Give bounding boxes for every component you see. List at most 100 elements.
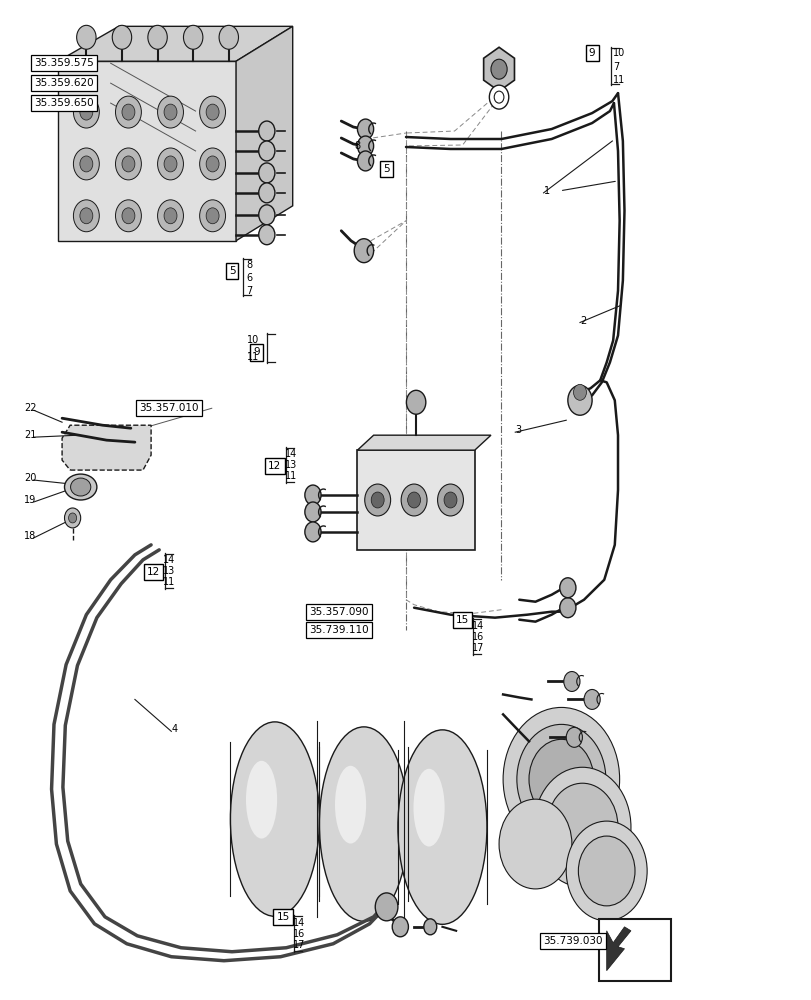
Circle shape [354,239,373,263]
Circle shape [563,672,579,691]
Text: 11: 11 [247,352,259,362]
Ellipse shape [230,722,319,916]
Text: 35.359.620: 35.359.620 [34,78,93,88]
Circle shape [79,208,92,224]
Circle shape [567,385,591,415]
Ellipse shape [64,474,97,500]
Circle shape [304,502,320,522]
Text: 21: 21 [24,430,36,440]
Circle shape [183,25,203,49]
Text: 8: 8 [247,260,252,270]
Ellipse shape [246,761,277,839]
Text: 12: 12 [147,567,160,577]
Circle shape [528,739,593,819]
Text: 10: 10 [612,48,624,58]
Circle shape [157,200,183,232]
Text: 35.357.090: 35.357.090 [308,607,368,617]
Text: 8: 8 [354,141,360,151]
Text: 3: 3 [515,425,521,435]
Polygon shape [236,26,292,241]
Text: 14: 14 [285,449,297,459]
Text: 15: 15 [456,615,469,625]
Circle shape [423,919,436,935]
Circle shape [112,25,131,49]
Circle shape [503,707,619,851]
Circle shape [546,783,617,871]
Text: 19: 19 [24,495,36,505]
Text: 9: 9 [253,347,260,357]
Circle shape [259,205,275,225]
Circle shape [357,119,373,139]
Text: 18: 18 [24,531,36,541]
Text: 14: 14 [472,621,484,631]
Text: 22: 22 [24,403,36,413]
Circle shape [573,384,586,400]
Circle shape [206,208,219,224]
Circle shape [437,484,463,516]
Circle shape [115,200,141,232]
Text: 5: 5 [229,266,235,276]
Text: 35.739.030: 35.739.030 [543,936,603,946]
Circle shape [206,156,219,172]
Text: 20: 20 [24,473,36,483]
Text: 16: 16 [292,929,305,939]
Text: 5: 5 [383,164,389,174]
Circle shape [259,183,275,203]
Ellipse shape [319,727,408,921]
Text: 11: 11 [163,577,175,587]
Circle shape [533,767,630,887]
Circle shape [375,893,397,921]
Circle shape [73,200,99,232]
Circle shape [491,59,507,79]
Text: 11: 11 [612,75,624,85]
Circle shape [401,484,427,516]
Ellipse shape [397,730,487,924]
Circle shape [259,121,275,141]
Polygon shape [357,435,491,450]
Circle shape [364,484,390,516]
Circle shape [259,163,275,183]
Circle shape [304,522,320,542]
Circle shape [200,200,225,232]
Text: 12: 12 [268,461,281,471]
Ellipse shape [413,769,444,847]
Text: 11: 11 [285,471,297,481]
Circle shape [122,104,135,120]
Text: 35.739.110: 35.739.110 [308,625,368,635]
Text: 35.359.575: 35.359.575 [34,58,93,68]
Text: 13: 13 [285,460,297,470]
Text: 6: 6 [247,273,252,283]
Circle shape [164,104,177,120]
Circle shape [164,156,177,172]
Circle shape [392,917,408,937]
Circle shape [565,821,646,921]
Text: 16: 16 [472,632,484,642]
Ellipse shape [335,766,366,844]
Polygon shape [62,425,151,470]
Bar [357,450,474,550]
Text: 13: 13 [163,566,175,576]
Circle shape [73,148,99,180]
Circle shape [489,85,508,109]
Text: 9: 9 [588,48,594,58]
Text: 17: 17 [472,643,484,653]
Circle shape [219,25,238,49]
Text: 15: 15 [276,912,290,922]
Circle shape [157,96,183,128]
Circle shape [79,104,92,120]
Circle shape [200,96,225,128]
Circle shape [115,96,141,128]
Circle shape [494,91,504,103]
Circle shape [115,148,141,180]
Text: 4: 4 [171,724,178,734]
Circle shape [122,208,135,224]
Circle shape [406,390,425,414]
Text: 17: 17 [292,940,305,950]
Polygon shape [606,927,630,971]
Circle shape [73,96,99,128]
Bar [598,919,671,981]
Circle shape [64,508,80,528]
Circle shape [444,492,457,508]
Circle shape [559,578,575,598]
Text: 10: 10 [247,335,259,345]
